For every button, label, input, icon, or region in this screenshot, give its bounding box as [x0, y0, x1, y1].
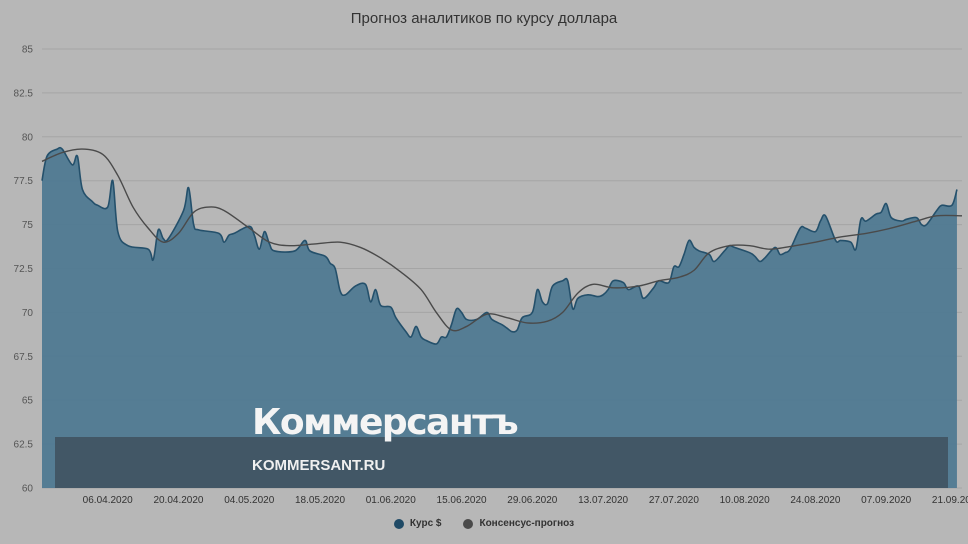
y-tick-label: 77.5	[14, 176, 34, 187]
x-tick-label: 20.04.2020	[153, 495, 203, 506]
x-tick-label: 29.06.2020	[507, 495, 557, 506]
x-tick-label: 04.05.2020	[224, 495, 274, 506]
brand-url-link[interactable]: KOMMERSANT.RU	[252, 457, 386, 474]
rate-area-series	[41, 146, 958, 488]
x-tick-label: 15.06.2020	[437, 495, 487, 506]
x-tick-label: 13.07.2020	[578, 495, 628, 506]
x-tick-label: 01.06.2020	[366, 495, 416, 506]
watermark-band	[55, 437, 948, 488]
y-tick-label: 80	[22, 132, 34, 143]
x-tick-label: 18.05.2020	[295, 495, 345, 506]
x-tick-label: 21.09.2020	[932, 495, 968, 506]
y-axis-ticks: 60 62.5 65 67.5 70 72.5 75 77.5 80 82.5 85	[14, 45, 34, 495]
y-tick-label: 82.5	[14, 88, 34, 99]
y-tick-label: 60	[22, 484, 34, 495]
consensus-line[interactable]	[41, 148, 963, 332]
chart-title: Прогноз аналитиков по курсу доллара	[350, 10, 618, 27]
legend-dot-consensus-icon	[463, 518, 474, 529]
x-tick-label: 24.08.2020	[790, 495, 840, 506]
legend-item-rate[interactable]: Курс $	[393, 518, 442, 529]
y-tick-label: 75	[22, 220, 34, 231]
rate-area-fill	[42, 147, 957, 488]
x-tick-label: 06.04.2020	[83, 495, 133, 506]
x-axis-ticks: 06.04.2020 20.04.2020 04.05.2020 18.05.2020…	[83, 495, 968, 506]
legend-label-consensus: Консенсус-прогноз	[479, 518, 575, 529]
legend-label-rate: Курс $	[409, 518, 442, 529]
y-tick-label: 70	[22, 308, 34, 319]
y-tick-label: 62.5	[14, 440, 34, 451]
y-tick-label: 85	[22, 45, 34, 56]
consensus-line-series	[41, 148, 963, 332]
y-tick-label: 72.5	[14, 264, 34, 275]
chart-legend: Курс $ Консенсус-прогноз	[0, 518, 968, 529]
legend-item-consensus[interactable]: Консенсус-прогноз	[463, 518, 574, 529]
legend-dot-rate-icon	[393, 518, 404, 529]
brand-logo: Коммерсантъ	[252, 402, 519, 443]
x-tick-label: 10.08.2020	[720, 495, 770, 506]
y-tick-label: 67.5	[14, 352, 34, 363]
x-tick-label: 27.07.2020	[649, 495, 699, 506]
x-tick-label: 07.09.2020	[861, 495, 911, 506]
rate-line[interactable]	[41, 146, 958, 345]
y-tick-label: 65	[22, 396, 34, 407]
